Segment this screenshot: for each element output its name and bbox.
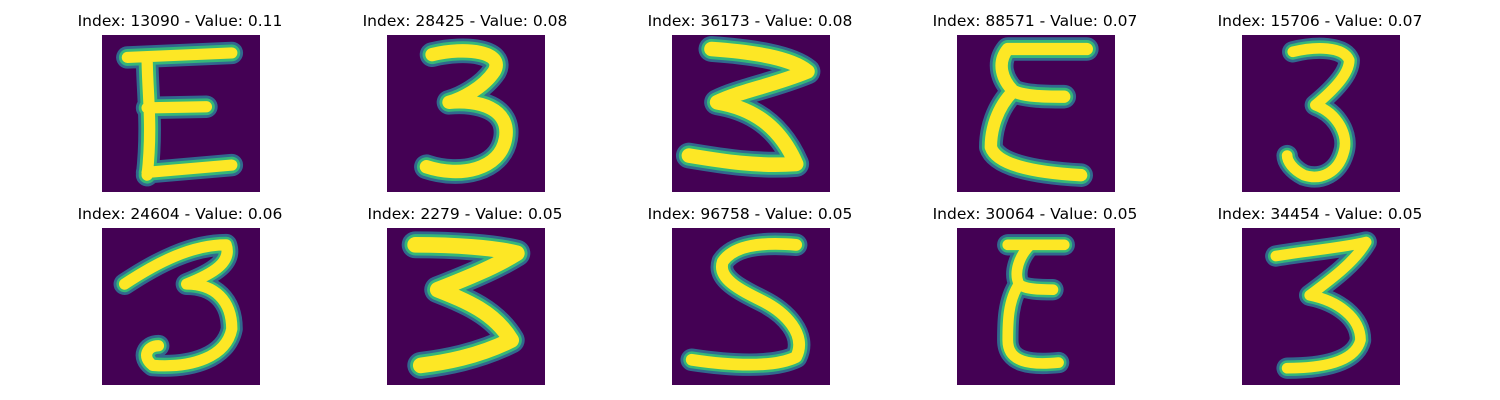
panel-4: Index: 88571 - Value: 0.07 (885, 0, 1185, 195)
panel-title: Index: 36173 - Value: 0.08 (647, 12, 853, 30)
panel-title: Index: 24604 - Value: 0.06 (77, 205, 283, 223)
digit-image (1242, 35, 1400, 192)
digit-stroke (401, 231, 531, 379)
panel-title: Index: 88571 - Value: 0.07 (932, 12, 1138, 30)
digit-image (957, 35, 1115, 192)
digit-image (102, 35, 260, 192)
digit-image (102, 228, 260, 385)
panel-9: Index: 30064 - Value: 0.05 (885, 193, 1185, 388)
panel-10: Index: 34454 - Value: 0.05 (1170, 193, 1470, 388)
digit-image (672, 35, 830, 192)
panel-3: Index: 36173 - Value: 0.08 (600, 0, 900, 195)
panel-2: Index: 28425 - Value: 0.08 (315, 0, 615, 195)
digit-image (957, 228, 1115, 385)
panel-6: Index: 24604 - Value: 0.06 (30, 193, 330, 388)
digit-image (672, 228, 830, 385)
digit-stroke (414, 38, 519, 184)
digit-stroke (979, 37, 1099, 187)
panel-5: Index: 15706 - Value: 0.07 (1170, 0, 1470, 195)
digit-image (387, 35, 545, 192)
panel-8: Index: 96758 - Value: 0.05 (600, 193, 900, 388)
panel-title: Index: 30064 - Value: 0.05 (932, 205, 1138, 223)
panel-title: Index: 28425 - Value: 0.08 (362, 12, 568, 30)
panel-title: Index: 2279 - Value: 0.05 (367, 205, 563, 223)
digit-stroke (1276, 37, 1360, 188)
digit-stroke (116, 41, 244, 187)
panel-title: Index: 96758 - Value: 0.05 (647, 205, 853, 223)
digit-stroke (675, 36, 821, 178)
panel-title: Index: 15706 - Value: 0.07 (1217, 12, 1423, 30)
digit-stroke (680, 232, 811, 376)
panel-7: Index: 2279 - Value: 0.05 (315, 193, 615, 388)
panel-1: Index: 13090 - Value: 0.11 (30, 0, 330, 195)
digit-stroke (997, 234, 1075, 375)
digit-image (1242, 228, 1400, 385)
panel-title: Index: 34454 - Value: 0.05 (1217, 205, 1423, 223)
panel-title: Index: 13090 - Value: 0.11 (77, 12, 283, 30)
digit-stroke (113, 233, 243, 377)
digit-stroke (1265, 231, 1377, 379)
digit-image (387, 228, 545, 385)
